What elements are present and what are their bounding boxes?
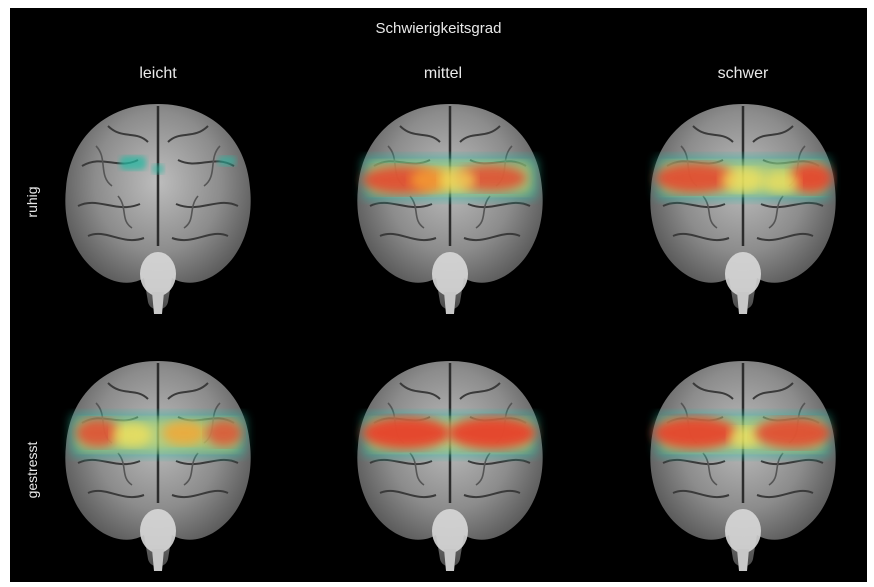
brain-ruhig-schwer [649, 102, 837, 316]
brain-ruhig-leicht [64, 102, 252, 316]
activation-low [120, 156, 236, 174]
brain-gestresst-leicht [64, 359, 252, 573]
activation-medium [655, 156, 833, 200]
activation-medium [362, 156, 538, 200]
column-label-schwer: schwer [717, 65, 769, 82]
row-label-ruhig: ruhig [24, 186, 40, 218]
column-label-mittel: mittel [423, 65, 463, 82]
row-label-gestresst: gestresst [24, 441, 40, 499]
brain-gestresst-mittel [356, 359, 544, 573]
brain-ruhig-mittel [356, 102, 544, 316]
figure-title: Schwierigkeitsgrad [375, 20, 502, 37]
column-label-leicht: leicht [139, 65, 177, 82]
activation-high [653, 413, 831, 457]
activation-high [362, 413, 538, 457]
figure-panel: Schwierigkeitsgrad leicht mittel schwer … [10, 8, 867, 582]
brain-gestresst-schwer [649, 359, 837, 573]
activation-medium [70, 413, 246, 457]
